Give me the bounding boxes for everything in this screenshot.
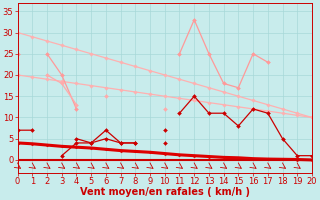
X-axis label: Vent moyen/en rafales ( km/h ): Vent moyen/en rafales ( km/h ) <box>80 187 250 197</box>
